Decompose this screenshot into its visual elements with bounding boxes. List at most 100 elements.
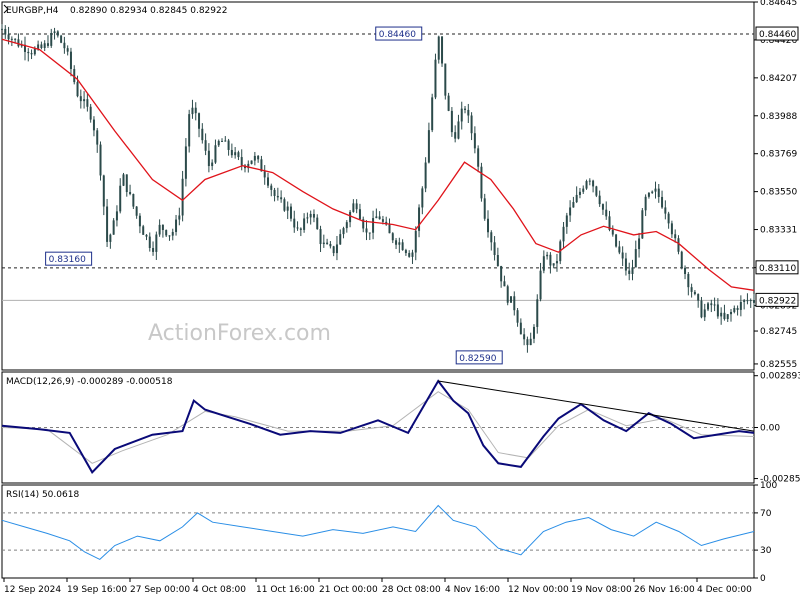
candle-body [79,96,82,102]
candle-body [720,312,723,317]
candle-body [516,310,519,323]
candle-body [526,339,529,346]
candle-body [578,191,581,195]
rsi-title: RSI(14) 50.0618 [6,490,79,500]
candle-body [171,231,174,236]
rsi-y-tick-label: 0 [760,574,766,584]
candle-body [496,255,499,266]
candle-body [175,219,178,232]
candle-body [37,44,40,49]
axis-tag-label: 0.83110 [759,264,796,274]
candle-body [276,195,279,198]
candle-body [122,174,125,186]
candle-body [457,121,460,139]
x-tick-label: 12 Nov 00:00 [508,585,569,595]
candle-body [500,265,503,282]
candle-body [312,213,315,218]
rsi-line [1,504,755,561]
candle-body [198,113,201,129]
axis-tag-label: 0.84460 [759,30,796,40]
candle-body [168,235,171,237]
tag-low: 0.82590 [459,354,496,364]
candle-body [506,286,509,303]
macd-line [1,379,755,474]
macd-y-tick-label: 0.00 [760,424,780,434]
candle-body [447,95,450,111]
candle-body [148,236,151,248]
candle-body [480,166,483,199]
x-tick-label: 21 Oct 00:00 [319,585,378,595]
x-tick-label: 27 Sep 00:00 [130,585,190,595]
candle-body [487,218,490,233]
candle-body [661,196,664,208]
candles-group [1,23,755,353]
candle-body [365,228,368,233]
candle-body [670,223,673,235]
candle-body [60,35,63,43]
x-tick-label: 4 Oct 08:00 [193,585,246,595]
candle-body [592,180,595,187]
candle-body [493,242,496,256]
candle-body [20,44,23,47]
candle-body [513,296,516,311]
price-y-tick-label: 0.82745 [760,327,797,337]
candle-body [86,99,89,107]
candle-body [4,28,7,35]
candle-body [585,181,588,189]
candle-body [684,267,687,275]
candle-body [395,240,398,245]
candle-body [618,246,621,253]
price-y-tick-label: 0.83769 [760,150,797,160]
candle-body [135,206,138,216]
x-tick-label: 4 Dec 00:00 [697,585,752,595]
candle-body [651,191,654,193]
chart-ohlc-label: 0.82890 0.82934 0.82845 0.82922 [70,6,227,16]
candle-body [739,302,742,310]
candle-body [263,171,266,178]
candle-body [598,195,601,205]
candle-body [224,140,227,142]
candle-body [733,308,736,312]
candle-body [631,267,634,274]
candle-body [1,28,3,30]
candle-body [595,186,598,196]
candle-body [710,303,713,306]
candle-body [227,140,230,150]
price-y-tick-label: 0.84426 [760,36,797,46]
candle-body [588,180,591,182]
candle-body [677,238,680,252]
candle-body [191,107,194,115]
candle-body [17,39,20,47]
price-y-tick-label: 0.84207 [760,74,797,84]
candle-body [286,206,289,211]
candle-body [119,185,122,212]
rsi-y-tick-label: 100 [760,481,777,491]
candle-body [726,314,729,320]
candle-body [546,254,549,257]
candle-body [611,229,614,235]
rsi-y-tick-label: 30 [760,546,772,556]
x-tick-label: 28 Oct 08:00 [382,585,441,595]
candle-body [690,287,693,292]
candle-body [27,51,30,54]
candle-body [523,334,526,340]
candle-body [746,300,749,302]
tag-high-box [375,26,423,41]
x-tick-label: 19 Sep 16:00 [67,585,127,595]
candle-body [69,51,72,70]
candle-body [240,157,243,166]
tag-low-box [455,350,503,365]
candle-body [700,300,703,318]
candle-body [509,296,512,303]
candle-body [375,216,378,219]
candle-body [381,219,384,222]
candle-body [644,196,647,211]
candle-body [129,192,132,195]
macd-y-tick-label: -0.002852 [760,475,800,485]
candle-body [56,31,59,36]
candle-body [355,203,358,210]
candle-body [664,207,667,214]
candle-body [214,145,217,163]
candle-body [641,210,644,239]
candle-body [473,133,476,149]
